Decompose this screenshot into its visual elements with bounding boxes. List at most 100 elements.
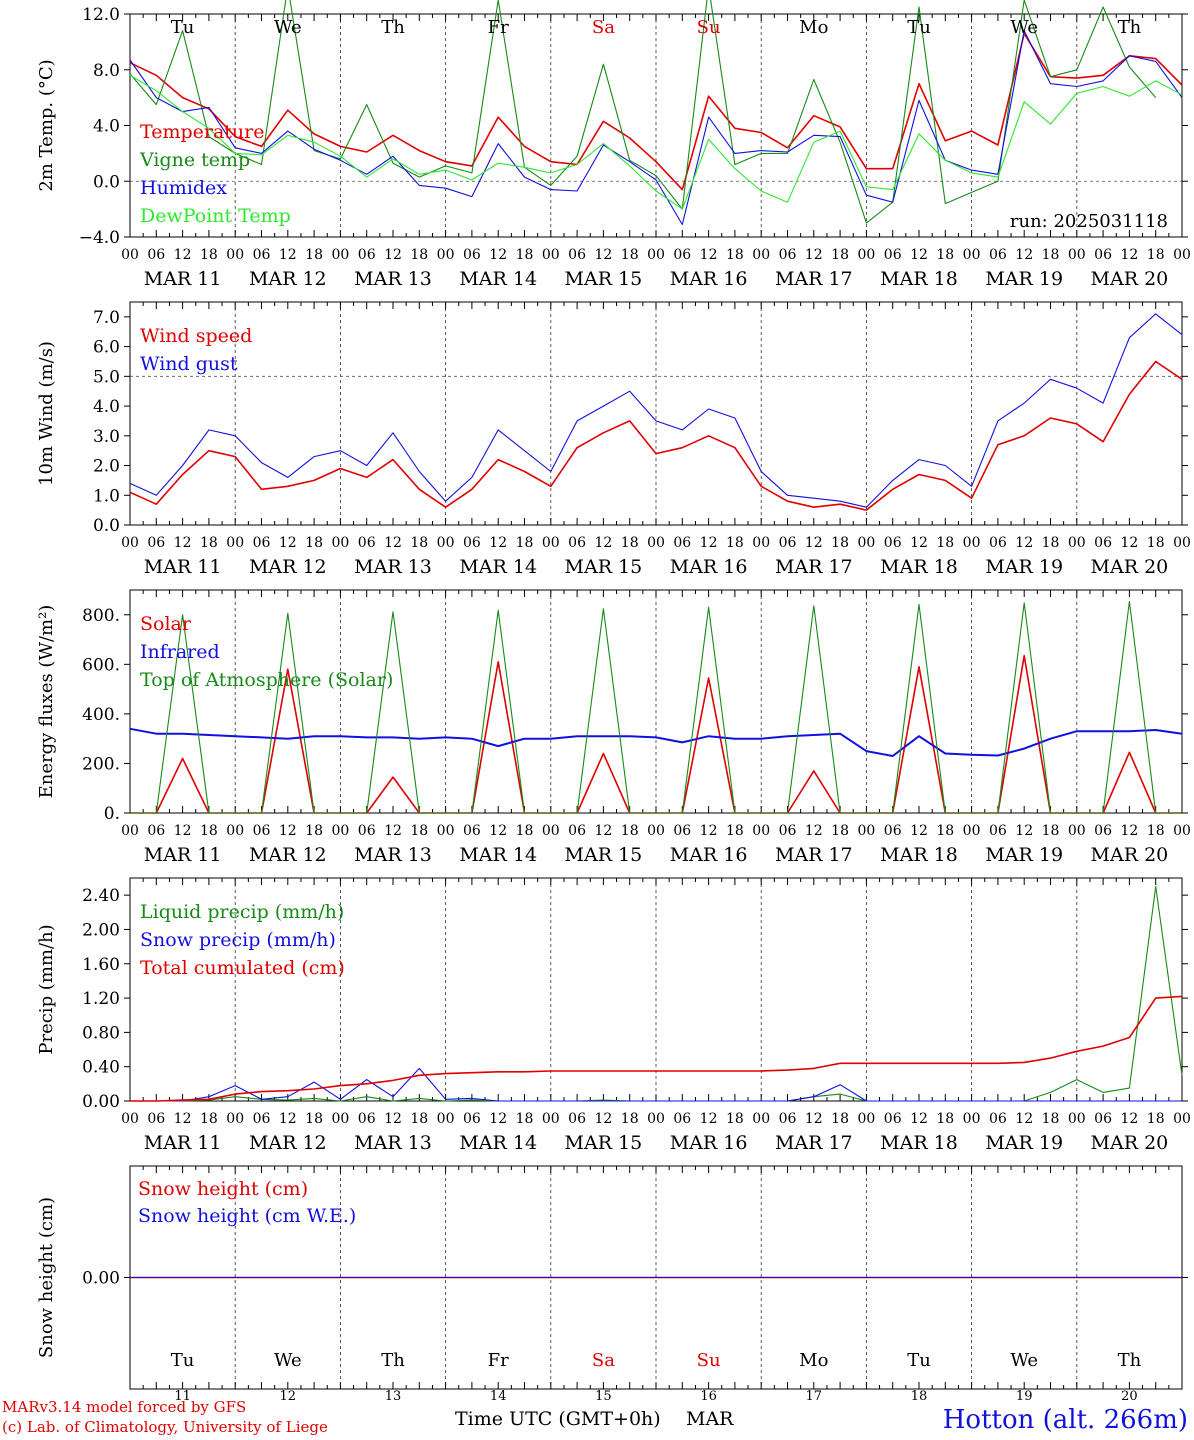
weekday-label: We (274, 1350, 302, 1371)
date-label: MAR 12 (249, 268, 327, 290)
hour-label: 12 (700, 247, 718, 263)
date-label: MAR 19 (985, 1132, 1063, 1154)
y-tick-label: 6.0 (93, 338, 120, 358)
hour-label: 12 (489, 1111, 507, 1127)
hour-label: 18 (936, 535, 954, 551)
y-axis-title: Precip (mm/h) (36, 924, 57, 1054)
date-label: MAR 15 (565, 844, 643, 866)
hour-label: 06 (1094, 247, 1112, 263)
series-wind-speed (129, 360, 1183, 511)
weekday-label: We (274, 17, 302, 38)
legend-entry: Vigne temp (139, 149, 250, 171)
date-label: MAR 20 (1091, 556, 1169, 578)
hour-label: 18 (516, 1111, 534, 1127)
hour-label: 12 (1015, 823, 1033, 839)
hour-label: 06 (884, 1111, 902, 1127)
day-number-label: 18 (911, 1389, 928, 1404)
hour-label: 00 (121, 535, 139, 551)
hour-label: 00 (437, 1111, 455, 1127)
y-tick-label: 1.0 (93, 486, 120, 506)
hour-label: 12 (1015, 1111, 1033, 1127)
hour-label: 18 (1147, 1111, 1165, 1127)
hour-label: 00 (226, 1111, 244, 1127)
legend-entry: Snow height (cm) (138, 1178, 308, 1200)
y-tick-label: 0.0 (93, 516, 120, 536)
hour-label: 00 (647, 1111, 665, 1127)
date-label: MAR 17 (775, 268, 853, 290)
weekday-label: Sa (592, 1350, 615, 1371)
hour-label: 00 (226, 247, 244, 263)
legend-entry: Humidex (140, 177, 227, 199)
hour-label: 06 (779, 535, 797, 551)
hour-label: 06 (884, 823, 902, 839)
series-vigne-temp (129, 0, 1157, 224)
hour-label: 00 (542, 823, 560, 839)
y-axis-title: Energy fluxes (W/m²) (36, 605, 57, 799)
date-label: MAR 11 (144, 1132, 222, 1154)
hour-label: 00 (1173, 823, 1191, 839)
run-label: run: 2025031118 (1010, 211, 1168, 232)
weekday-label: Fr (488, 1350, 509, 1371)
date-label: MAR 20 (1091, 844, 1169, 866)
hour-label: 00 (1068, 1111, 1086, 1127)
hour-label: 12 (700, 1111, 718, 1127)
hour-label: 00 (331, 535, 349, 551)
hour-label: 12 (805, 247, 823, 263)
hour-label: 06 (147, 823, 165, 839)
hour-label: 06 (989, 1111, 1007, 1127)
hour-label: 06 (884, 247, 902, 263)
weekday-label: Tu (171, 17, 195, 38)
date-label: MAR 15 (565, 1132, 643, 1154)
day-number-label: 15 (595, 1389, 612, 1404)
hour-label: 06 (568, 823, 586, 839)
date-label: MAR 15 (565, 556, 643, 578)
date-label: MAR 17 (775, 844, 853, 866)
hour-label: 18 (305, 535, 323, 551)
hour-label: 18 (621, 535, 639, 551)
legend-entry: Solar (140, 613, 192, 635)
y-tick-label: 600. (82, 655, 120, 675)
hour-label: 18 (1042, 823, 1060, 839)
legend-entry: DewPoint Temp (140, 205, 291, 227)
hour-label: 00 (752, 535, 770, 551)
series-wind-gust (129, 313, 1183, 508)
hour-label: 12 (489, 535, 507, 551)
hour-label: 06 (779, 247, 797, 263)
hour-label: 06 (568, 1111, 586, 1127)
y-tick-label: 0.80 (82, 1023, 120, 1043)
legend-entry: Wind speed (140, 325, 252, 347)
hour-label: 06 (673, 535, 691, 551)
hour-label: 06 (463, 535, 481, 551)
date-label: MAR 20 (1091, 268, 1169, 290)
y-tick-label: 0.00 (82, 1092, 120, 1112)
hour-label: 06 (989, 823, 1007, 839)
y-tick-label: 8.0 (93, 61, 120, 81)
hour-label: 12 (384, 247, 402, 263)
hour-label: 18 (305, 823, 323, 839)
hour-label: 18 (200, 247, 218, 263)
hour-label: 12 (489, 823, 507, 839)
y-tick-label: 5.0 (93, 367, 120, 387)
y-tick-label: 1.60 (82, 955, 120, 975)
hour-label: 00 (647, 535, 665, 551)
hour-label: 00 (857, 247, 875, 263)
hour-label: 12 (910, 1111, 928, 1127)
hour-label: 06 (884, 535, 902, 551)
hour-label: 06 (358, 247, 376, 263)
hour-label: 00 (542, 1111, 560, 1127)
day-number-label: 11 (174, 1389, 191, 1404)
y-tick-label: 2.00 (82, 920, 120, 940)
hour-label: 12 (384, 535, 402, 551)
hour-label: 12 (910, 247, 928, 263)
weekday-label: Su (697, 1350, 721, 1371)
panel-2-frame (129, 301, 1183, 526)
hour-label: 06 (1094, 823, 1112, 839)
date-label: MAR 14 (459, 556, 537, 578)
hour-label: 18 (621, 247, 639, 263)
model-credit: MARv3.14 model forced by GFS (2, 1398, 247, 1416)
hour-label: 00 (1173, 535, 1191, 551)
hour-label: 00 (1068, 247, 1086, 263)
hour-label: 12 (279, 247, 297, 263)
date-label: MAR 13 (354, 1132, 432, 1154)
